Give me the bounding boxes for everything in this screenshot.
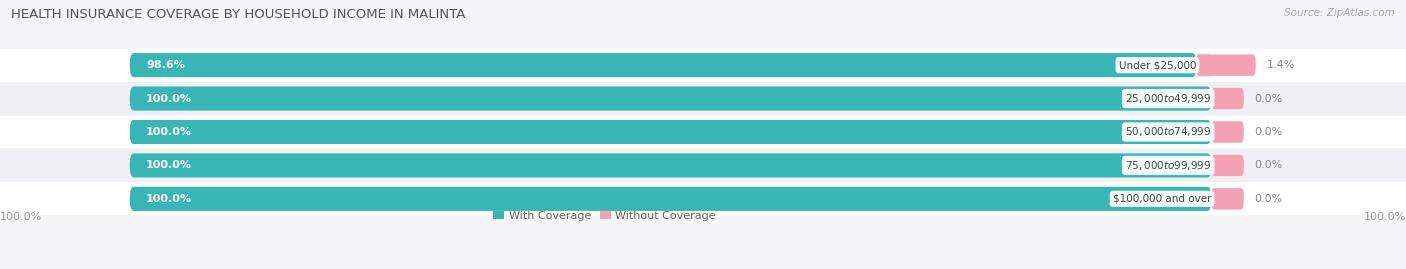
- Text: 100.0%: 100.0%: [146, 160, 193, 171]
- FancyBboxPatch shape: [1212, 88, 1244, 109]
- FancyBboxPatch shape: [0, 149, 1406, 182]
- FancyBboxPatch shape: [0, 116, 1406, 148]
- FancyBboxPatch shape: [129, 120, 1212, 144]
- FancyBboxPatch shape: [0, 182, 1406, 215]
- Text: 98.6%: 98.6%: [146, 60, 184, 70]
- Text: Source: ZipAtlas.com: Source: ZipAtlas.com: [1284, 8, 1395, 18]
- Text: 1.4%: 1.4%: [1267, 60, 1295, 70]
- FancyBboxPatch shape: [1197, 54, 1256, 76]
- FancyBboxPatch shape: [0, 49, 1406, 82]
- Text: 0.0%: 0.0%: [1254, 127, 1282, 137]
- FancyBboxPatch shape: [0, 82, 1406, 115]
- FancyBboxPatch shape: [0, 49, 1406, 82]
- FancyBboxPatch shape: [129, 87, 1212, 111]
- FancyBboxPatch shape: [129, 53, 1212, 77]
- Text: 100.0%: 100.0%: [1364, 212, 1406, 222]
- FancyBboxPatch shape: [0, 82, 1406, 115]
- Text: 100.0%: 100.0%: [0, 212, 42, 222]
- Text: $50,000 to $74,999: $50,000 to $74,999: [1125, 126, 1212, 139]
- FancyBboxPatch shape: [1212, 188, 1244, 210]
- FancyBboxPatch shape: [129, 120, 1212, 144]
- Legend: With Coverage, Without Coverage: With Coverage, Without Coverage: [489, 206, 720, 225]
- Text: 0.0%: 0.0%: [1254, 94, 1282, 104]
- FancyBboxPatch shape: [0, 116, 1406, 148]
- Text: 0.0%: 0.0%: [1254, 194, 1282, 204]
- Text: Under $25,000: Under $25,000: [1119, 60, 1197, 70]
- FancyBboxPatch shape: [0, 149, 1406, 182]
- Text: HEALTH INSURANCE COVERAGE BY HOUSEHOLD INCOME IN MALINTA: HEALTH INSURANCE COVERAGE BY HOUSEHOLD I…: [11, 8, 465, 21]
- Text: 100.0%: 100.0%: [146, 127, 193, 137]
- FancyBboxPatch shape: [129, 187, 1212, 211]
- Text: 100.0%: 100.0%: [146, 194, 193, 204]
- Text: 0.0%: 0.0%: [1254, 160, 1282, 171]
- Text: $25,000 to $49,999: $25,000 to $49,999: [1125, 92, 1212, 105]
- FancyBboxPatch shape: [129, 187, 1212, 211]
- FancyBboxPatch shape: [129, 87, 1212, 111]
- FancyBboxPatch shape: [1212, 121, 1244, 143]
- Text: $75,000 to $99,999: $75,000 to $99,999: [1125, 159, 1212, 172]
- FancyBboxPatch shape: [129, 53, 1197, 77]
- Text: 100.0%: 100.0%: [146, 94, 193, 104]
- FancyBboxPatch shape: [129, 153, 1212, 178]
- FancyBboxPatch shape: [1212, 155, 1244, 176]
- Text: $100,000 and over: $100,000 and over: [1112, 194, 1212, 204]
- FancyBboxPatch shape: [129, 153, 1212, 178]
- FancyBboxPatch shape: [0, 182, 1406, 215]
